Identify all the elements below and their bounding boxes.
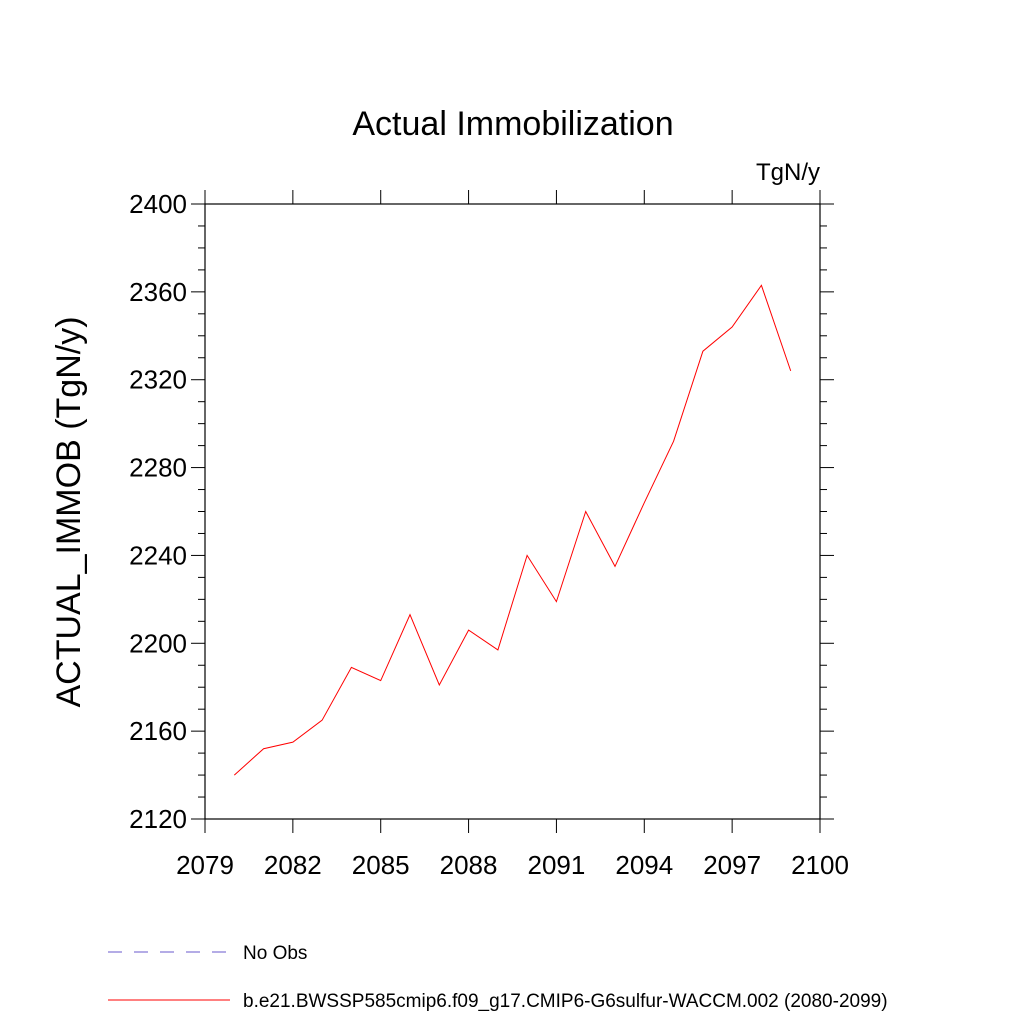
- y-tick-label: 2400: [129, 189, 187, 219]
- x-tick-label: 2100: [791, 850, 849, 880]
- legend: No Obs b.e21.BWSSP585cmip6.f09_g17.CMIP6-…: [108, 943, 888, 1012]
- y-tick-label: 2280: [129, 453, 187, 483]
- x-tick-label: 2091: [528, 850, 586, 880]
- x-tick-label: 2088: [440, 850, 498, 880]
- x-tick-label: 2079: [176, 850, 234, 880]
- x-tick-label: 2085: [352, 850, 410, 880]
- y-tick-label: 2320: [129, 365, 187, 395]
- y-axis-label: ACTUAL_IMMOB (TgN/y): [50, 316, 88, 707]
- y-tick-label: 2120: [129, 804, 187, 834]
- x-tick-label: 2082: [264, 850, 322, 880]
- legend-label: No Obs: [243, 943, 307, 964]
- series-line: [233, 284, 792, 776]
- y-tick-label: 2360: [129, 277, 187, 307]
- legend-label: b.e21.BWSSP585cmip6.f09_g17.CMIP6-G6sulf…: [243, 991, 888, 1012]
- x-tick-label: 2097: [703, 850, 761, 880]
- y-tick-label: 2200: [129, 628, 187, 658]
- units-label: TgN/y: [756, 159, 820, 186]
- y-tick-label: 2240: [129, 540, 187, 570]
- plot-frame: [204, 203, 821, 820]
- y-tick-label: 2160: [129, 716, 187, 746]
- y-axis-ticks: 2120 2160 2200 2240 2280 2320 2360 2400: [129, 189, 834, 834]
- series-layer: [233, 284, 792, 776]
- x-tick-label: 2094: [615, 850, 673, 880]
- chart-title: Actual Immobilization: [352, 105, 673, 143]
- x-axis-ticks: 2079 2082 2085 2088 2091 2094 2097 2100: [176, 190, 849, 880]
